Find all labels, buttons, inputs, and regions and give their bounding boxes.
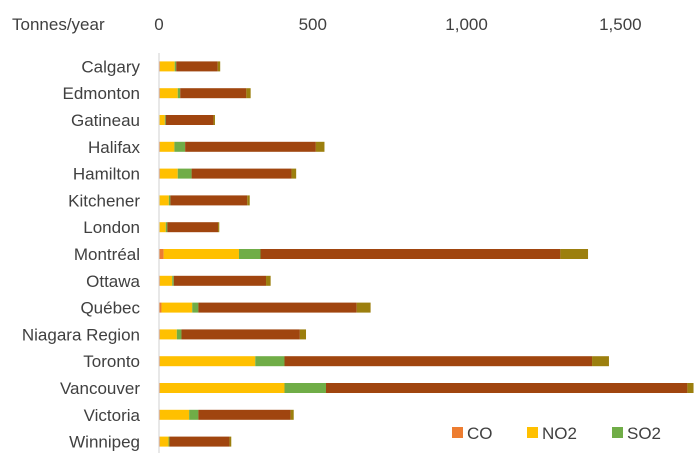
x-tick-label: 1,000	[445, 15, 488, 34]
bar-segment	[326, 383, 688, 393]
category-label: Kitchener	[68, 191, 140, 210]
bar-segment	[290, 409, 294, 420]
bar-segment	[164, 115, 166, 125]
bar-segment	[159, 195, 169, 206]
x-tick-labels: 0 500 1,000 1,500	[154, 15, 641, 34]
category-label: Niagara Region	[22, 325, 140, 344]
bar-segment	[177, 88, 181, 99]
bar-segment	[159, 383, 285, 393]
bar-segment	[315, 141, 325, 152]
bar-segment	[299, 329, 307, 340]
bar-segment	[172, 275, 174, 286]
bar-segment	[165, 222, 168, 233]
bar-segment	[356, 302, 371, 313]
category-label: Montréal	[74, 245, 140, 264]
bar-segment	[284, 383, 327, 393]
category-label: Toronto	[83, 352, 140, 371]
category-label: Ottawa	[86, 272, 140, 291]
category-label: Hamilton	[73, 165, 140, 184]
category-label: Gatineau	[71, 111, 140, 130]
bar-segment	[169, 436, 230, 447]
category-label: Calgary	[81, 57, 140, 76]
legend-swatch	[612, 427, 623, 438]
category-label: Edmonton	[63, 84, 141, 103]
bar-segment	[246, 88, 251, 99]
bar-segment	[255, 356, 285, 367]
bar-segment	[159, 88, 178, 99]
bar-segment	[159, 436, 169, 447]
bar-segment	[181, 329, 300, 340]
bar-segment	[159, 168, 178, 179]
x-tick-label: 0	[154, 15, 163, 34]
bar-segment	[560, 249, 589, 259]
bar-segment	[168, 195, 171, 206]
x-tick-label: 1,500	[599, 15, 642, 34]
bars	[159, 61, 694, 447]
bar-segment	[159, 356, 256, 367]
bar-segment	[159, 222, 166, 233]
bar-segment	[284, 356, 593, 367]
category-labels: Calgary Edmonton Gatineau Halifax Hamilton Ki…	[22, 57, 141, 451]
bar-segment	[174, 61, 177, 72]
bar-segment	[177, 168, 192, 179]
bar-segment	[165, 115, 214, 125]
bar-segment	[198, 409, 291, 420]
bar-segment	[189, 409, 199, 420]
bar-segment	[159, 249, 164, 259]
legend-swatch	[527, 427, 538, 438]
bar-segment	[687, 383, 694, 393]
bar-segment	[161, 302, 193, 313]
bar-segment	[218, 222, 220, 233]
bar-segment	[176, 329, 182, 340]
bar-segment	[266, 275, 271, 286]
bar-segment	[260, 249, 561, 259]
bar-segment	[170, 195, 248, 206]
bar-segment	[168, 436, 170, 447]
bar-segment	[163, 249, 239, 259]
category-label: Halifax	[88, 138, 140, 157]
bar-segment	[238, 249, 261, 259]
legend-swatch	[452, 427, 463, 438]
bar-segment	[180, 88, 247, 99]
bar-segment	[167, 222, 219, 233]
bar-segment	[247, 195, 250, 206]
bar-segment	[192, 302, 199, 313]
category-label: Victoria	[84, 406, 141, 425]
bar-segment	[159, 141, 175, 152]
legend: CO NO2 SO2	[412, 417, 692, 451]
bar-segment	[213, 115, 215, 125]
legend-label: NO2	[542, 424, 577, 443]
bar-segment	[191, 168, 292, 179]
bar-segment	[185, 141, 316, 152]
x-tick-label: 500	[299, 15, 327, 34]
bar-segment	[159, 329, 177, 340]
category-label: Vancouver	[60, 379, 140, 398]
legend-label: CO	[467, 424, 493, 443]
bar-segment	[176, 61, 218, 72]
bar-segment	[159, 275, 173, 286]
unit-label: Tonnes/year	[12, 15, 105, 34]
bar-segment	[159, 409, 190, 420]
bar-segment	[173, 275, 267, 286]
category-label: Québec	[80, 299, 140, 318]
bar-segment	[229, 436, 232, 447]
bar-segment	[159, 115, 165, 125]
bar-segment	[217, 61, 221, 72]
bar-segment	[592, 356, 609, 367]
bar-segment	[291, 168, 297, 179]
bar-segment	[159, 302, 162, 313]
legend-label: SO2	[627, 424, 661, 443]
bar-segment	[174, 141, 186, 152]
bar-segment	[198, 302, 357, 313]
category-label: London	[83, 218, 140, 237]
category-label: Winnipeg	[69, 433, 140, 452]
bar-segment	[159, 61, 175, 72]
